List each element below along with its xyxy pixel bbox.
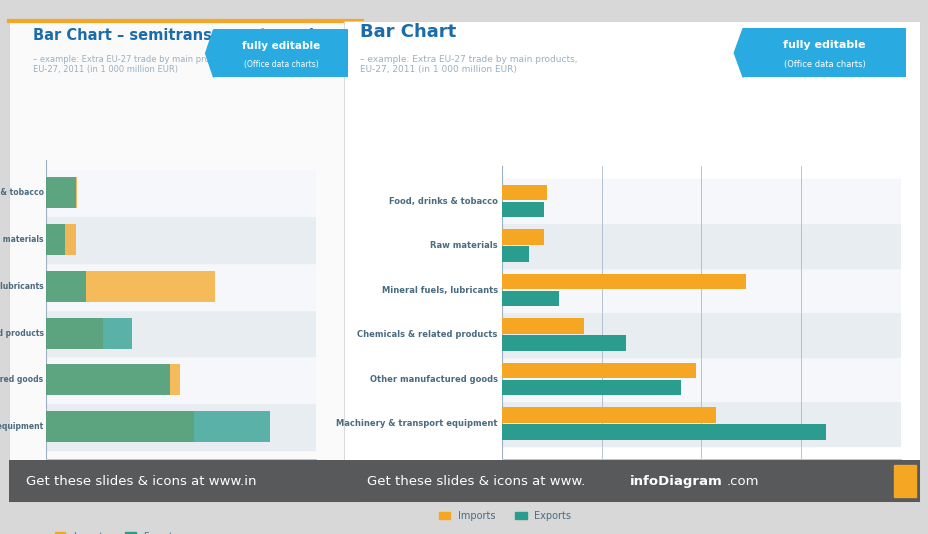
Bar xyxy=(501,318,584,334)
Bar xyxy=(46,357,316,403)
Text: Other manufactured goods: Other manufactured goods xyxy=(0,375,44,384)
Text: – example: Extra EU-27 trade by main products,
EU-27, 2011 (in 1 000 million EUR: – example: Extra EU-27 trade by main pro… xyxy=(360,54,577,74)
Bar xyxy=(501,223,900,268)
Bar xyxy=(46,364,170,395)
Bar xyxy=(46,177,77,208)
Bar xyxy=(46,411,269,442)
Text: Chemicals & related products: Chemicals & related products xyxy=(357,330,497,339)
Bar xyxy=(893,465,915,497)
Bar xyxy=(46,216,316,263)
Bar xyxy=(501,335,625,351)
Bar xyxy=(46,271,86,302)
Text: Food, drinks & tobacco: Food, drinks & tobacco xyxy=(0,189,44,198)
Bar xyxy=(46,271,214,302)
Text: fully editable: fully editable xyxy=(782,41,865,51)
Text: Bar Chart: Bar Chart xyxy=(360,23,457,41)
Bar xyxy=(46,224,75,255)
Text: Machinery & transport equipment: Machinery & transport equipment xyxy=(0,422,44,431)
Polygon shape xyxy=(733,28,742,77)
Bar xyxy=(46,310,316,357)
Bar xyxy=(46,263,316,310)
Bar xyxy=(501,202,544,217)
Text: Mineral fuels, lubricants: Mineral fuels, lubricants xyxy=(381,286,497,295)
Text: Source: Eurostat: Source: Eurostat xyxy=(32,478,91,484)
Legend: Imports, Exports: Imports, Exports xyxy=(51,528,181,534)
Bar xyxy=(501,291,559,307)
Bar xyxy=(46,403,316,450)
Bar xyxy=(501,268,900,312)
Text: (Office data charts): (Office data charts) xyxy=(783,60,864,69)
Bar xyxy=(46,364,180,395)
Bar xyxy=(501,380,681,395)
Text: Machinery & transport equipment: Machinery & transport equipment xyxy=(336,419,497,428)
Bar xyxy=(46,224,65,255)
Legend: Imports, Exports: Imports, Exports xyxy=(434,507,574,525)
Bar xyxy=(501,402,900,446)
Text: Get these slides & icons at www.in: Get these slides & icons at www.in xyxy=(26,475,256,488)
Bar xyxy=(46,411,194,442)
Bar xyxy=(501,312,900,357)
Text: Chemicals & related products: Chemicals & related products xyxy=(0,328,44,337)
Text: Source: Eurostat: Source: Eurostat xyxy=(360,478,419,484)
Text: Raw materials: Raw materials xyxy=(0,235,44,244)
Text: fully editable: fully editable xyxy=(241,41,320,51)
Text: (Office data charts): (Office data charts) xyxy=(243,60,318,69)
Polygon shape xyxy=(205,29,213,77)
Bar xyxy=(501,185,546,200)
Text: Bar Chart – semitransparent overlap: Bar Chart – semitransparent overlap xyxy=(32,28,333,43)
Bar xyxy=(501,363,696,379)
Bar xyxy=(501,246,529,262)
Bar xyxy=(46,177,75,208)
Text: Get these slides & icons at www.: Get these slides & icons at www. xyxy=(367,475,585,488)
Bar xyxy=(501,274,745,289)
Bar xyxy=(46,318,103,349)
Bar xyxy=(46,318,132,349)
Text: Mineral fuels, lubricants: Mineral fuels, lubricants xyxy=(0,282,44,291)
Bar xyxy=(501,230,544,245)
Text: infoDiagram: infoDiagram xyxy=(629,475,721,488)
Text: Food, drinks & tobacco: Food, drinks & tobacco xyxy=(389,197,497,206)
Text: .com: .com xyxy=(726,475,758,488)
Bar xyxy=(501,407,715,423)
Bar xyxy=(501,179,900,223)
Text: Other manufactured goods: Other manufactured goods xyxy=(369,375,497,383)
Bar xyxy=(46,169,316,216)
Bar xyxy=(501,425,825,440)
Bar xyxy=(501,357,900,402)
Text: Raw materials: Raw materials xyxy=(430,241,497,250)
Text: – example: Extra EU-27 trade by main products,
EU-27, 2011 (in 1 000 million EUR: – example: Extra EU-27 trade by main pro… xyxy=(32,54,235,74)
